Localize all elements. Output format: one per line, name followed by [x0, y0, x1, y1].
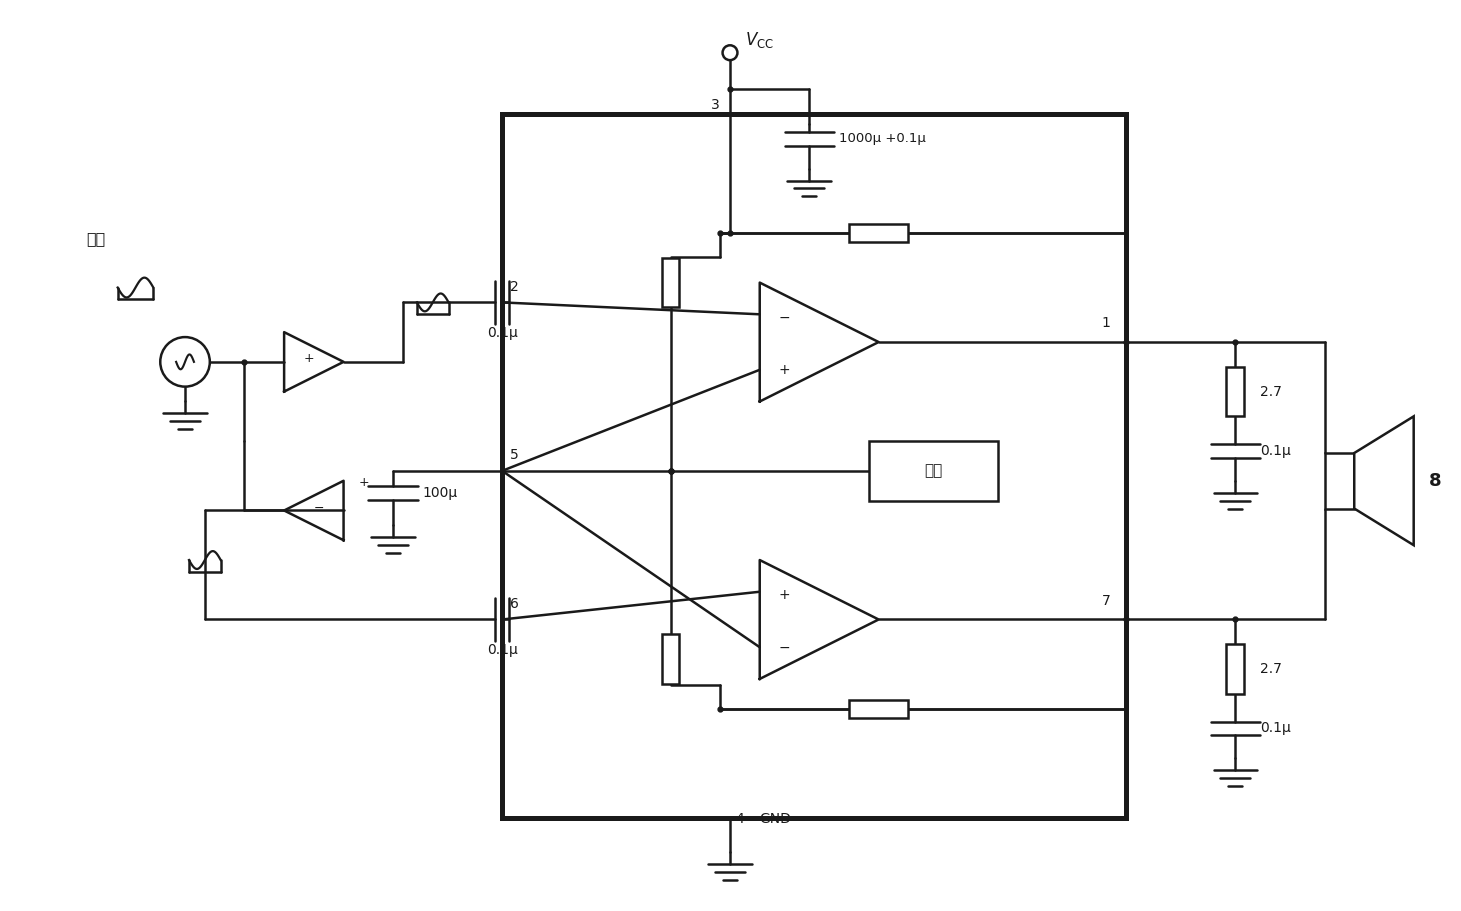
Bar	[662, 634, 679, 684]
Text: 7: 7	[1102, 594, 1110, 608]
Text: $+$: $+$	[777, 363, 790, 377]
Text: 2.7: 2.7	[1259, 662, 1281, 676]
Polygon shape	[1354, 416, 1414, 545]
Text: 3: 3	[712, 98, 720, 112]
Text: 0.1μ: 0.1μ	[1259, 722, 1292, 735]
Text: 2: 2	[510, 280, 519, 293]
Text: GND: GND	[760, 812, 792, 825]
Text: $-$: $-$	[777, 311, 790, 324]
Text: 6: 6	[510, 597, 519, 610]
Bar	[849, 224, 909, 242]
Text: $+$: $+$	[777, 588, 790, 601]
Bar	[503, 114, 1126, 818]
Bar	[1226, 367, 1245, 416]
Text: $+$: $+$	[358, 476, 370, 489]
Text: 0.1μ: 0.1μ	[488, 643, 519, 657]
Text: 8: 8	[1429, 472, 1441, 490]
Bar	[1325, 453, 1354, 508]
Bar	[1226, 644, 1245, 694]
Text: 0.1μ: 0.1μ	[1259, 444, 1292, 458]
Text: 100μ: 100μ	[422, 486, 457, 499]
Bar	[869, 441, 998, 500]
Bar	[662, 258, 679, 307]
Text: 1000μ +0.1μ: 1000μ +0.1μ	[839, 132, 926, 146]
Bar	[849, 700, 909, 718]
Text: 5: 5	[510, 448, 519, 462]
Text: $V_{\mathrm{CC}}$: $V_{\mathrm{CC}}$	[745, 30, 774, 50]
Text: 输入: 输入	[86, 231, 105, 246]
Text: 4: 4	[735, 812, 744, 825]
Text: 1: 1	[1102, 316, 1110, 330]
Text: $-$: $-$	[313, 501, 324, 514]
Text: $+$: $+$	[304, 353, 314, 365]
Text: 2.7: 2.7	[1259, 384, 1281, 399]
Text: $-$: $-$	[777, 640, 790, 654]
Text: 0.1μ: 0.1μ	[488, 326, 519, 340]
Text: 偏置: 偏置	[923, 464, 942, 478]
